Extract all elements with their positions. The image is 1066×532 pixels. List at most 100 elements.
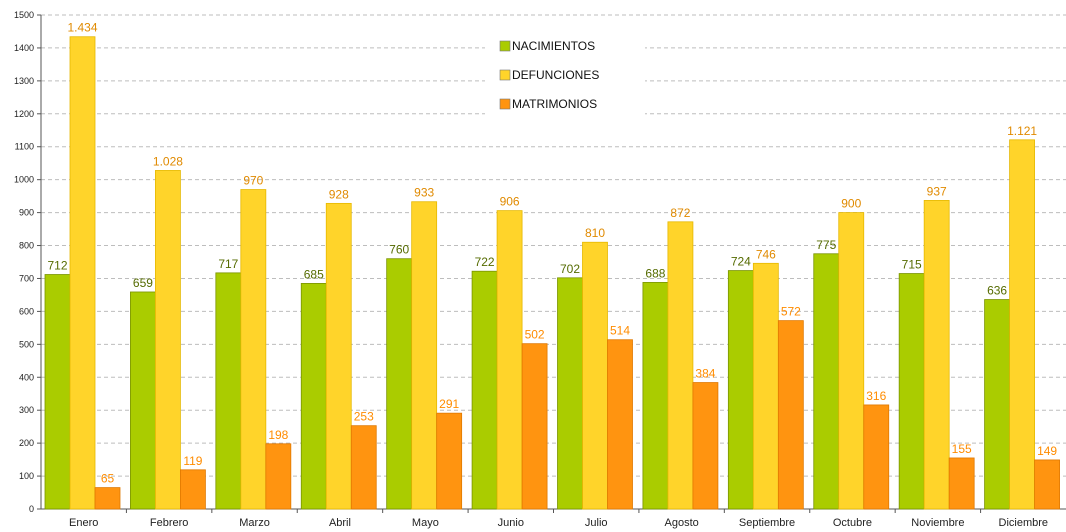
value-label-matrimonios-junio: 502 — [525, 328, 545, 342]
y-tick-label-600: 600 — [19, 306, 34, 316]
y-tick-label-1000: 1000 — [14, 175, 34, 185]
value-label-matrimonios-febrero: 119 — [183, 454, 202, 468]
value-label-nacimientos-septiembre: 724 — [731, 255, 751, 269]
bar-matrimonios-abril — [350, 425, 377, 510]
bars — [44, 36, 1060, 510]
value-label-nacimientos-febrero: 659 — [133, 276, 153, 290]
value-label-defunciones-marzo: 970 — [243, 174, 263, 188]
y-tick-label-1100: 1100 — [15, 142, 34, 152]
bar-nacimientos-abril — [300, 283, 327, 510]
value-labels: 712 659 717 685 760 722 702 688 724 775 715 636 1.43… — [47, 21, 1057, 486]
value-label-defunciones-julio: 810 — [585, 226, 605, 240]
bar-matrimonios-diciembre — [1034, 459, 1060, 510]
value-label-nacimientos-noviembre: 715 — [902, 258, 922, 272]
value-label-matrimonios-octubre: 316 — [866, 389, 886, 403]
bar-matrimonios-septiembre — [777, 320, 804, 510]
legend-swatch-defunciones — [499, 69, 511, 81]
legend-swatch-nacimientos — [499, 40, 511, 52]
bar-nacimientos-agosto — [642, 282, 669, 510]
value-label-defunciones-noviembre: 937 — [927, 184, 947, 198]
bar-matrimonios-marzo — [265, 443, 292, 510]
x-tick-label-septiembre: Septiembre — [739, 517, 795, 529]
bar-matrimonios-mayo — [436, 412, 463, 510]
value-label-defunciones-junio: 906 — [500, 195, 520, 209]
x-tick-label-agosto: Agosto — [665, 517, 699, 529]
legend: NACIMIENTOS DEFUNCIONES MATRIMONIOS — [485, 28, 645, 122]
value-label-nacimientos-junio: 722 — [475, 255, 495, 269]
value-label-nacimientos-diciembre: 636 — [987, 284, 1007, 298]
value-label-matrimonios-enero: 65 — [101, 472, 115, 486]
y-tick-label-100: 100 — [19, 471, 34, 481]
bar-nacimientos-julio — [557, 277, 583, 510]
y-tick-label-900: 900 — [19, 208, 34, 218]
value-label-nacimientos-mayo: 760 — [389, 243, 409, 257]
bar-defunciones-noviembre — [923, 200, 950, 510]
y-tick-label-300: 300 — [19, 405, 34, 415]
x-tick-label-julio: Julio — [585, 517, 608, 529]
bar-nacimientos-octubre — [813, 253, 840, 510]
value-label-matrimonios-agosto: 384 — [695, 367, 715, 381]
y-tick-label-0: 0 — [29, 504, 34, 514]
x-tick-label-noviembre: Noviembre — [911, 517, 964, 529]
value-label-nacimientos-abril: 685 — [304, 267, 324, 281]
x-tick-label-junio: Junio — [498, 517, 524, 529]
axes: 0 100 200 300 400 500 600 700 800 900 1000 1100 1200… — [14, 10, 1066, 529]
x-tick-label-mayo: Mayo — [412, 517, 439, 529]
legend-label-matrimonios: MATRIMONIOS — [512, 97, 597, 111]
bar-defunciones-agosto — [667, 221, 694, 510]
value-label-matrimonios-marzo: 198 — [268, 428, 288, 442]
value-label-matrimonios-abril: 253 — [354, 410, 374, 424]
value-label-matrimonios-noviembre: 155 — [952, 442, 972, 456]
value-label-matrimonios-septiembre: 572 — [781, 305, 801, 319]
bar-defunciones-diciembre — [1009, 139, 1035, 510]
bar-defunciones-enero — [69, 36, 96, 510]
bar-defunciones-marzo — [240, 189, 267, 510]
bar-matrimonios-octubre — [863, 404, 890, 510]
bar-defunciones-abril — [325, 202, 352, 510]
y-tick-label-1400: 1400 — [14, 43, 34, 53]
legend-label-nacimientos: NACIMIENTOS — [512, 39, 595, 53]
value-label-matrimonios-diciembre: 149 — [1037, 444, 1057, 458]
value-label-matrimonios-mayo: 291 — [439, 397, 459, 411]
y-tick-label-1200: 1200 — [14, 109, 34, 119]
bar-defunciones-junio — [496, 210, 523, 510]
y-tick-label-800: 800 — [19, 241, 34, 251]
x-tick-label-marzo: Marzo — [239, 517, 270, 529]
value-label-nacimientos-julio: 702 — [560, 262, 580, 276]
legend-label-defunciones: DEFUNCIONES — [512, 68, 599, 82]
x-tick-label-abril: Abril — [329, 517, 351, 529]
bar-nacimientos-junio — [471, 270, 498, 510]
legend-background — [485, 28, 645, 122]
bar-matrimonios-noviembre — [948, 457, 975, 510]
bar-defunciones-febrero — [155, 170, 181, 510]
value-label-defunciones-septiembre: 746 — [756, 247, 776, 261]
y-tick-label-700: 700 — [19, 273, 34, 283]
bar-matrimonios-agosto — [692, 382, 719, 510]
bar-matrimonios-febrero — [180, 469, 206, 510]
value-label-matrimonios-julio: 514 — [610, 324, 630, 338]
y-tick-label-1500: 1500 — [14, 10, 34, 20]
bar-matrimonios-julio — [607, 339, 633, 510]
value-label-defunciones-enero: 1.434 — [67, 21, 97, 35]
value-label-defunciones-mayo: 933 — [414, 186, 434, 200]
value-label-defunciones-febrero: 1.028 — [153, 154, 183, 168]
bar-defunciones-mayo — [411, 201, 438, 510]
bar-matrimonios-enero — [94, 487, 121, 510]
y-tick-label-400: 400 — [19, 372, 34, 382]
value-label-defunciones-agosto: 872 — [670, 206, 690, 220]
value-label-defunciones-octubre: 900 — [841, 197, 861, 211]
bar-defunciones-septiembre — [752, 262, 779, 510]
bar-nacimientos-noviembre — [898, 273, 925, 510]
y-tick-label-500: 500 — [19, 339, 34, 349]
bar-nacimientos-mayo — [386, 258, 413, 510]
bar-defunciones-julio — [582, 241, 608, 510]
value-label-defunciones-diciembre: 1.121 — [1007, 124, 1037, 138]
y-tick-label-1300: 1300 — [14, 76, 34, 86]
value-label-nacimientos-marzo: 717 — [218, 257, 238, 271]
bar-nacimientos-marzo — [215, 272, 242, 510]
x-tick-label-febrero: Febrero — [150, 517, 189, 529]
bar-nacimientos-diciembre — [984, 299, 1010, 510]
value-label-defunciones-abril: 928 — [329, 187, 349, 201]
value-label-nacimientos-enero: 712 — [47, 259, 67, 273]
